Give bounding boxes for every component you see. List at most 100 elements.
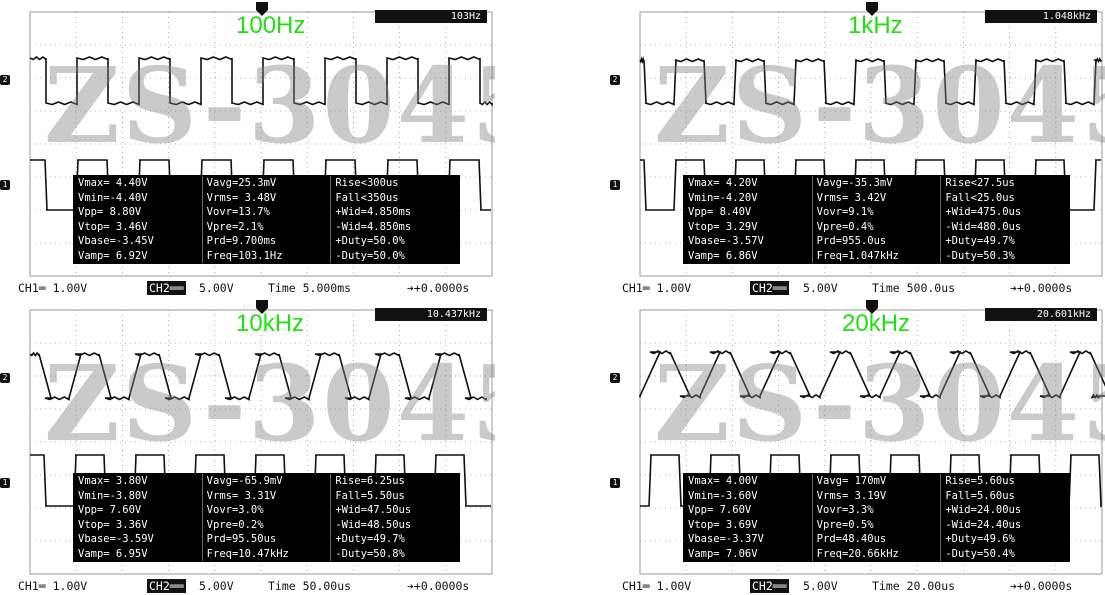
ch2-trace	[29, 55, 493, 107]
ch2-trace	[639, 56, 1102, 106]
measurement-cell: Vrms= 3.31V	[203, 488, 332, 503]
measurement-cell: +Duty=49.6%	[945, 533, 1015, 545]
measurement-row: Vmin=-4.40V Vrms= 3.48V Fall<350us	[74, 190, 459, 205]
ch2-trace	[29, 351, 487, 401]
measurement-cell: Vrms= 3.42V	[813, 190, 942, 205]
measurement-cell: Freq=103.1Hz	[203, 248, 332, 263]
measurement-cell: -Duty=50.4%	[945, 547, 1015, 560]
ch2-trace	[639, 350, 1105, 399]
measurement-cell: Freq=20.66kHz	[813, 546, 942, 561]
measurement-cell: Rise<300us	[335, 177, 399, 189]
measurement-row: Vamp= 6.86V Freq=1.047kHz -Duty=50.3%	[684, 248, 1069, 263]
measurement-cell: Vavg=25.3mV	[203, 176, 332, 191]
ch2-marker: 2	[610, 373, 620, 383]
ch1-scale: CH1═ 1.00V	[622, 579, 692, 593]
measurement-cell: Freq=1.047kHz	[813, 248, 942, 263]
measurement-cell: Vpre=0.2%	[203, 517, 332, 532]
measurement-table: Vmax= 3.80V Vavg=-65.9mV Rise=6.25us Vmin=-…	[73, 473, 460, 562]
trigger-offset: ➔+0.0000s	[407, 579, 470, 593]
measurement-row: Vtop= 3.29V Vpre=0.4% -Wid=480.0us	[684, 219, 1069, 234]
frequency-readout: 103Hz	[375, 10, 487, 23]
measurement-row: Vpp= 8.40V Vovr=9.1% +Wid=475.0us	[684, 205, 1069, 220]
measurement-cell: Vmax= 4.00V	[684, 474, 813, 489]
panel-title: 1kHz	[848, 12, 903, 39]
ch2-scale: 5.00V	[803, 579, 838, 593]
measurement-row: Vpp= 7.60V Vovr=3.0% +Wid=47.50us	[74, 503, 459, 518]
measurement-row: Vpp= 8.80V Vovr=13.7% +Wid=4.850ms	[74, 205, 459, 220]
measurement-cell: Vmax= 4.40V	[74, 176, 203, 191]
timebase: Time 50.00us	[268, 579, 352, 593]
measurement-row: Vtop= 3.36V Vpre=0.2% -Wid=48.50us	[74, 517, 459, 532]
trigger-position-icon	[866, 300, 878, 314]
measurement-cell: Vpp= 8.80V	[74, 205, 203, 220]
status-bar: CH1═ 1.00V CH2══ 5.00V Time 20.00us ➔+0.…	[610, 576, 1105, 595]
measurement-cell: Vamp= 6.95V	[74, 546, 203, 561]
measurement-row: Vamp= 6.95V Freq=10.47kHz -Duty=50.8%	[74, 546, 459, 561]
measurement-cell: Vamp= 7.06V	[684, 546, 813, 561]
ch1-marker: 1	[610, 478, 620, 488]
measurement-cell: Vrms= 3.19V	[813, 488, 942, 503]
ch1-scale: CH1═ 1.00V	[18, 281, 88, 295]
measurement-row: Vbase=-3.45V Prd=9.700ms +Duty=50.0%	[74, 234, 459, 249]
measurement-cell: Vavg= 170mV	[813, 474, 942, 489]
measurement-table: Vmax= 4.20V Vavg=-35.3mV Rise<27.5us Vmin=-…	[683, 175, 1070, 264]
status-bar: CH1═ 1.00V CH2══ 5.00V Time 5.000ms ➔+0.…	[0, 278, 495, 297]
measurement-cell: Fall<350us	[335, 191, 399, 204]
ch2-label: CH2══	[147, 579, 186, 593]
measurement-row: Vbase=-3.37V Prd=48.40us +Duty=49.6%	[684, 532, 1069, 547]
status-bar: CH1═ 1.00V CH2══ 5.00V Time 50.00us ➔+0.…	[0, 576, 495, 595]
ch1-marker: 1	[610, 180, 620, 190]
measurement-cell: Vpre=0.5%	[813, 517, 942, 532]
measurement-cell: Vamp= 6.92V	[74, 248, 203, 263]
measurement-cell: Vmax= 4.20V	[684, 176, 813, 191]
measurement-cell: Fall=5.60us	[945, 489, 1015, 502]
panel-title: 10kHz	[236, 310, 305, 337]
frequency-readout: 10.437kHz	[375, 308, 487, 321]
measurement-cell: Vmin=-3.80V	[74, 488, 203, 503]
trigger-offset: ➔+0.0000s	[1010, 579, 1073, 593]
measurement-row: Vamp= 7.06V Freq=20.66kHz -Duty=50.4%	[684, 546, 1069, 561]
panel-title: 100Hz	[236, 12, 306, 39]
panel-title: 20kHz	[842, 310, 911, 337]
ch1-marker: 1	[0, 180, 10, 190]
measurement-cell: Vrms= 3.48V	[203, 190, 332, 205]
measurement-cell: +Wid=47.50us	[335, 504, 412, 516]
measurement-cell: +Duty=49.7%	[335, 533, 405, 545]
scope-panel-10khz: ZS-3045 10kHz 10.437kHz 2 1 Vmax= 3.80VV…	[0, 298, 495, 595]
measurement-cell: Vpp= 7.60V	[684, 503, 813, 518]
measurement-cell: Vpp= 8.40V	[684, 205, 813, 220]
measurement-cell: Prd=95.50us	[203, 532, 332, 547]
scope-panel-1khz: ZS-3045 1kHz 1.048kHz 2 1 Vmax= 4.20VVav…	[610, 0, 1105, 297]
ch1-scale: CH1═ 1.00V	[18, 579, 88, 593]
measurement-cell: Rise=5.60us	[945, 475, 1015, 487]
measurement-cell: Prd=955.0us	[813, 234, 942, 249]
trigger-position-icon	[256, 2, 268, 16]
ch2-label: CH2══	[147, 281, 186, 295]
measurement-cell: Vmax= 3.80V	[74, 474, 203, 489]
measurement-cell: Vmin=-4.20V	[684, 190, 813, 205]
scope-panel-20khz: ZS-3045 20kHz 20.601kHz 2 1 Vmax= 4.00VV…	[610, 298, 1105, 595]
measurement-cell: Vtop= 3.69V	[684, 517, 813, 532]
measurement-cell: Vpp= 7.60V	[74, 503, 203, 518]
timebase: Time 20.00us	[872, 579, 956, 593]
measurement-cell: +Duty=50.0%	[335, 235, 405, 247]
measurement-row: Vtop= 3.46V Vpre=2.1% -Wid=4.850ms	[74, 219, 459, 234]
measurement-cell: Vbase=-3.57V	[684, 234, 813, 249]
measurement-cell: Vavg=-65.9mV	[203, 474, 332, 489]
measurement-row: Vmax= 4.00V Vavg= 170mV Rise=5.60us	[684, 474, 1069, 489]
ch1-marker: 1	[0, 478, 10, 488]
trigger-position-icon	[866, 2, 878, 16]
measurement-cell: Rise<27.5us	[945, 177, 1015, 189]
trigger-offset: ➔+0.0000s	[407, 281, 470, 295]
measurement-cell: Vbase=-3.59V	[74, 532, 203, 547]
measurement-cell: Vpre=0.4%	[813, 219, 942, 234]
status-bar: CH1═ 1.00V CH2══ 5.00V Time 500.0us ➔+0.…	[610, 278, 1105, 297]
frequency-readout: 20.601kHz	[985, 308, 1097, 321]
measurement-cell: Vpre=2.1%	[203, 219, 332, 234]
measurement-cell: Vtop= 3.29V	[684, 219, 813, 234]
measurement-cell: Vbase=-3.37V	[684, 532, 813, 547]
measurement-cell: Vtop= 3.36V	[74, 517, 203, 532]
measurement-cell: +Wid=24.00us	[945, 504, 1022, 516]
ch1-scale: CH1═ 1.00V	[622, 281, 692, 295]
measurement-row: Vpp= 7.60V Vovr=3.3% +Wid=24.00us	[684, 503, 1069, 518]
